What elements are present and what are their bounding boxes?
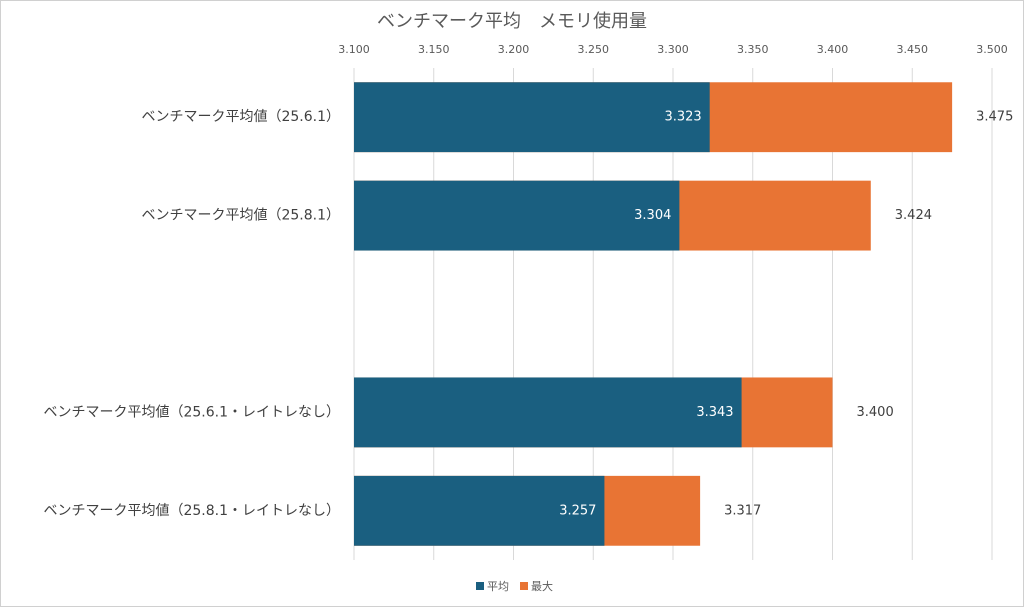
x-tick-label: 3.300 <box>657 43 689 56</box>
x-tick-label: 3.100 <box>338 43 370 56</box>
legend-swatch <box>476 582 484 590</box>
legend-label: 最大 <box>531 579 553 593</box>
x-tick-label: 3.200 <box>498 43 530 56</box>
chart-title: ベンチマーク平均 メモリ使用量 <box>377 11 647 32</box>
y-tick-label: ベンチマーク平均値（25.6.1） <box>141 109 340 125</box>
x-tick-label: 3.450 <box>897 43 929 56</box>
x-tick-label: 3.400 <box>817 43 849 56</box>
y-tick-label: ベンチマーク平均値（25.8.1・レイトレなし） <box>43 503 340 519</box>
data-label: 3.317 <box>724 503 761 518</box>
bar <box>354 377 742 448</box>
legend-label: 平均 <box>487 580 509 593</box>
data-label: 3.475 <box>976 110 1013 125</box>
data-label: 3.257 <box>559 503 596 518</box>
bar <box>354 180 680 251</box>
data-label: 3.304 <box>634 208 671 223</box>
x-tick-label: 3.250 <box>578 43 610 56</box>
bar <box>354 82 710 153</box>
x-tick-label: 3.500 <box>976 43 1008 56</box>
data-label: 3.323 <box>664 110 701 125</box>
legend-swatch <box>520 582 528 590</box>
y-tick-label: ベンチマーク平均値（25.8.1） <box>141 208 340 224</box>
x-tick-label: 3.350 <box>737 43 769 56</box>
x-tick-label: 3.150 <box>418 43 450 56</box>
data-label: 3.424 <box>895 208 932 223</box>
data-label: 3.400 <box>857 405 894 420</box>
y-tick-label: ベンチマーク平均値（25.6.1・レイトレなし） <box>43 404 340 420</box>
bar <box>354 475 605 546</box>
data-label: 3.343 <box>696 405 733 420</box>
